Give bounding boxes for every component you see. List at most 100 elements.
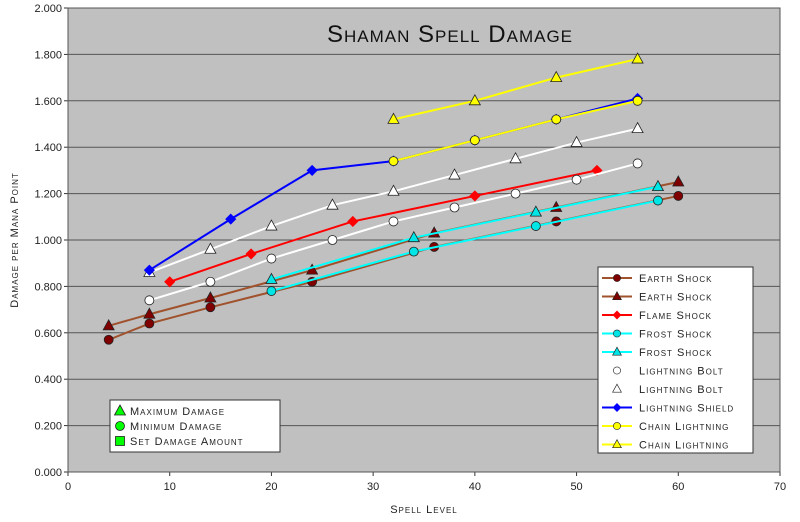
series-legend: Earth Shock Earth Shock Flame Shock Frost S… [597, 266, 754, 454]
y-tick-label: 0.800 [34, 281, 62, 293]
data-point [306, 164, 318, 176]
key-marker [115, 436, 125, 446]
data-point [103, 334, 114, 345]
data-point [326, 198, 339, 210]
key-label: Set Damage Amount [130, 436, 244, 448]
data-point [469, 135, 480, 146]
data-point [143, 307, 156, 319]
legend-marker [612, 439, 622, 449]
data-point [468, 93, 482, 106]
series-4 [265, 179, 665, 284]
plot-border [67, 7, 781, 473]
legend-label: Lightning Shield [639, 403, 734, 415]
data-point [327, 235, 338, 245]
y-tick-label: 0.600 [34, 328, 62, 340]
data-point [143, 264, 155, 276]
legend-marker [613, 329, 621, 338]
x-tick-label: 20 [265, 481, 277, 493]
legend-label: Flame Shock [639, 310, 712, 322]
data-point [204, 291, 217, 303]
legend-marker [612, 403, 622, 412]
series-5 [144, 158, 643, 306]
y-tick-label: 0.200 [34, 421, 62, 433]
series-line [271, 185, 659, 281]
data-point [266, 286, 277, 296]
legend-label: Chain Lightning [639, 440, 729, 452]
legend-label: Lightning Bolt [639, 384, 724, 396]
data-point [571, 174, 582, 185]
x-tick-label: 30 [367, 481, 379, 493]
data-point [144, 318, 155, 329]
data-point [509, 151, 522, 164]
data-point [469, 190, 481, 202]
data-point [225, 213, 237, 225]
marker-key-legend: Maximum Damage Minimum Damage Set Damage A… [109, 399, 281, 453]
data-point [388, 216, 399, 227]
data-point [407, 230, 421, 243]
legend-marker [613, 422, 621, 430]
data-point [570, 135, 583, 147]
data-point [164, 276, 176, 288]
legend-box [597, 266, 754, 454]
data-point [408, 246, 419, 257]
y-tick-label: 0.400 [34, 374, 62, 386]
y-tick-label: 1.200 [34, 189, 62, 201]
x-tick-label: 70 [774, 481, 786, 493]
legend-marker [613, 366, 621, 375]
series-line [271, 199, 659, 293]
x-tick-label: 10 [164, 481, 176, 493]
series-line [393, 99, 638, 163]
data-point [631, 52, 644, 64]
data-point [551, 114, 562, 125]
series-8 [388, 95, 643, 167]
series-9 [387, 52, 644, 124]
chart-title: Shaman Spell Damage [327, 21, 573, 48]
legend-label: Frost Shock [639, 347, 712, 359]
data-point [102, 319, 115, 331]
legend-marker [612, 383, 622, 393]
data-point [651, 179, 665, 192]
x-tick-label: 60 [672, 481, 684, 493]
data-point [673, 191, 684, 201]
data-point [631, 121, 644, 134]
legend-label: Earth Shock [639, 273, 712, 285]
legend-label: Chain Lightning [639, 421, 729, 433]
y-tick-label: 0.000 [34, 467, 62, 479]
y-tick-label: 1.000 [34, 235, 62, 247]
y-axis-label: Damage per Mana Point [9, 172, 21, 308]
data-point [530, 221, 541, 231]
data-point [529, 205, 543, 217]
data-point [245, 248, 257, 260]
legend-marker [612, 291, 622, 301]
x-tick-label: 0 [65, 481, 71, 493]
legend-marker [612, 346, 622, 356]
x-tick-label: 40 [469, 481, 481, 493]
legend-marker [612, 310, 622, 320]
legend-label: Frost Shock [639, 329, 712, 341]
legend-marker [613, 274, 621, 282]
data-point [265, 219, 278, 231]
x-tick-label: 50 [570, 481, 582, 493]
data-point [205, 302, 216, 313]
y-tick-label: 1.600 [34, 96, 62, 108]
legend-label: Earth Shock [639, 292, 712, 304]
data-point [388, 156, 399, 167]
series-3 [266, 195, 663, 296]
data-point [449, 202, 460, 213]
series-2 [164, 164, 603, 288]
key-label: Maximum Damage [130, 406, 225, 418]
data-point [653, 195, 663, 206]
data-point [347, 215, 359, 228]
y-tick-label: 1.400 [34, 142, 62, 154]
data-point [266, 253, 277, 264]
key-label: Minimum Damage [130, 421, 222, 433]
data-point [448, 168, 461, 180]
data-point [632, 158, 643, 169]
y-tick-label: 2.000 [34, 3, 62, 15]
key-marker [115, 421, 125, 431]
data-point [205, 276, 216, 287]
data-point [387, 112, 400, 124]
series-line [393, 58, 638, 121]
data-point [144, 295, 155, 306]
